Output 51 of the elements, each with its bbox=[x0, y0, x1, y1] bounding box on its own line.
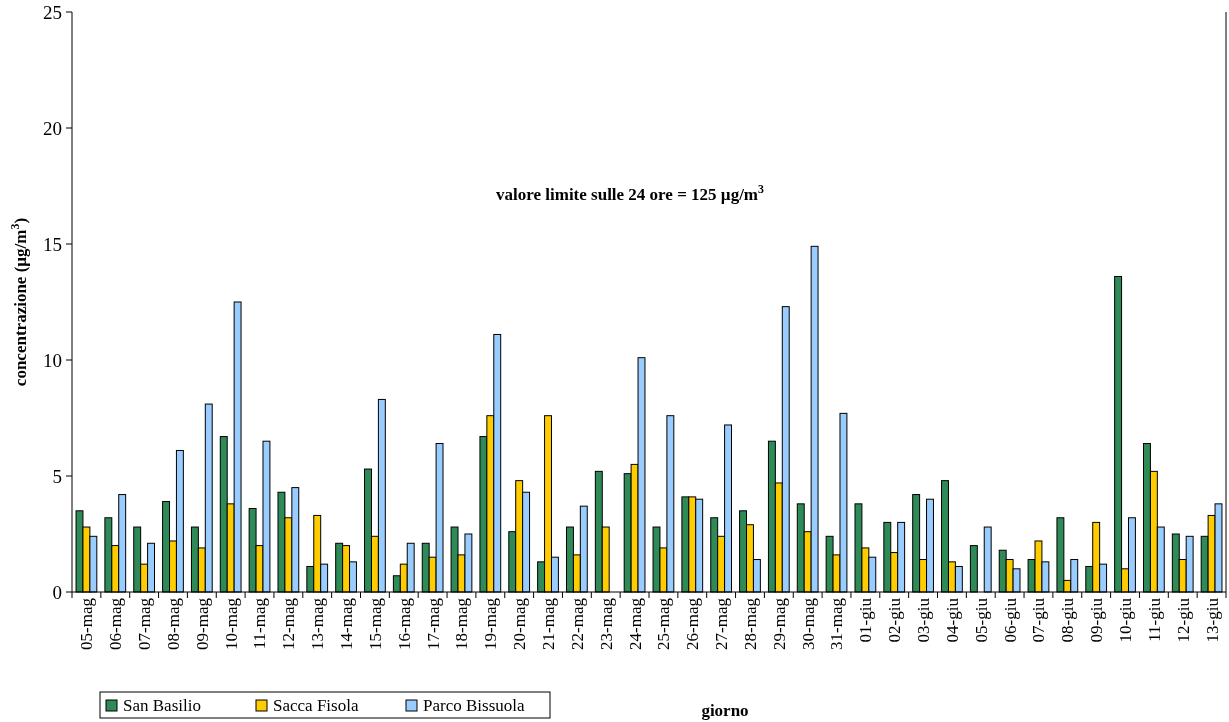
x-tick-label: 17-mag bbox=[423, 597, 443, 650]
x-tick-label: 16-mag bbox=[394, 597, 414, 650]
x-tick-label: 31-mag bbox=[827, 597, 847, 650]
x-tick-label: 25-mag bbox=[654, 597, 674, 650]
x-tick-label: 29-mag bbox=[769, 597, 789, 650]
x-tick-label: 10-giu bbox=[1115, 597, 1135, 643]
x-tick-label: 05-giu bbox=[971, 597, 991, 643]
x-tick-label: 08-giu bbox=[1058, 597, 1078, 643]
y-tick-label: 20 bbox=[43, 117, 62, 139]
x-tick-label: 05-mag bbox=[77, 597, 97, 650]
x-tick-label: 19-mag bbox=[481, 597, 501, 650]
x-axis-title: giorno bbox=[701, 701, 749, 720]
x-tick-label: 02-giu bbox=[885, 597, 905, 643]
x-tick-label: 27-mag bbox=[712, 597, 732, 650]
legend-label: San Basilio bbox=[123, 696, 201, 715]
y-tick-label: 25 bbox=[43, 1, 62, 23]
x-tick-label: 07-giu bbox=[1029, 597, 1049, 643]
x-tick-label: 12-mag bbox=[279, 597, 299, 650]
x-tick-label: 03-giu bbox=[914, 597, 934, 643]
x-tick-label: 15-mag bbox=[365, 597, 385, 650]
y-tick-label: 15 bbox=[43, 233, 62, 255]
x-tick-label: 13-giu bbox=[1202, 597, 1222, 643]
x-tick-label: 12-giu bbox=[1173, 597, 1193, 643]
x-tick-label: 28-mag bbox=[740, 597, 760, 650]
x-tick-label: 07-mag bbox=[135, 597, 155, 650]
x-tick-label: 11-giu bbox=[1144, 597, 1164, 642]
y-tick-label: 10 bbox=[43, 349, 62, 371]
x-tick-label: 09-mag bbox=[192, 597, 212, 650]
x-tick-label: 23-mag bbox=[596, 597, 616, 650]
y-tick-label: 0 bbox=[52, 581, 62, 603]
x-tick-label: 20-mag bbox=[510, 597, 530, 650]
x-tick-label: 10-mag bbox=[221, 597, 241, 650]
x-tick-label: 06-mag bbox=[106, 597, 126, 650]
x-tick-label: 30-mag bbox=[798, 597, 818, 650]
x-tick-label: 09-giu bbox=[1087, 597, 1107, 643]
x-tick-label: 13-mag bbox=[308, 597, 328, 650]
x-tick-label: 24-mag bbox=[625, 597, 645, 650]
x-tick-label: 04-giu bbox=[942, 597, 962, 643]
legend-label: Parco Bissuola bbox=[423, 696, 525, 715]
x-tick-label: 06-giu bbox=[1000, 597, 1020, 643]
x-tick-label: 11-mag bbox=[250, 597, 270, 650]
x-tick-label: 26-mag bbox=[683, 597, 703, 650]
x-tick-label: 01-giu bbox=[856, 597, 876, 643]
x-tick-label: 08-mag bbox=[163, 597, 183, 650]
y-tick-label: 5 bbox=[52, 465, 62, 487]
x-tick-label: 21-mag bbox=[538, 597, 558, 650]
x-tick-label: 18-mag bbox=[452, 597, 472, 650]
legend-label: Sacca Fisola bbox=[273, 696, 359, 715]
annotation: valore limite sulle 24 ore = 125 µg/m$^{3}$ bbox=[496, 182, 765, 204]
x-tick-label: 22-mag bbox=[567, 597, 587, 650]
x-tick-label: 14-mag bbox=[337, 597, 357, 650]
